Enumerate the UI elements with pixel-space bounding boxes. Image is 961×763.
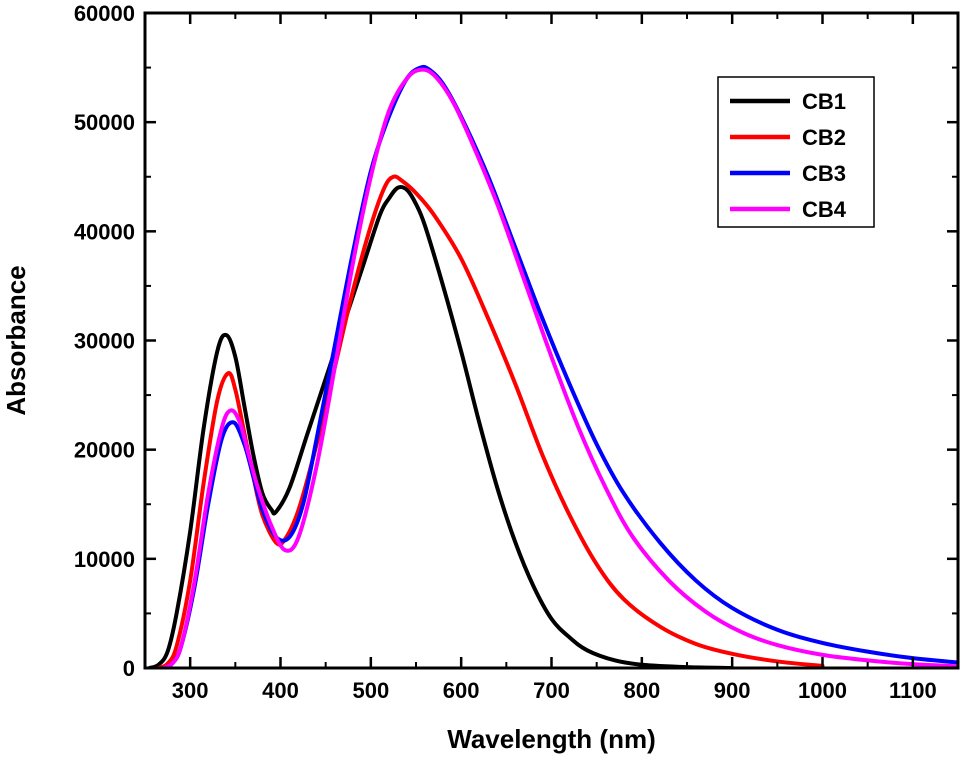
x-tick-label: 1100: [889, 678, 937, 703]
x-tick-label: 800: [623, 678, 660, 703]
series-line-cb1: [147, 184, 735, 668]
y-tick-label: 40000: [74, 219, 135, 244]
x-tick-label: 900: [714, 678, 751, 703]
y-axis-title: Absorbance: [1, 265, 31, 415]
x-tick-label: 1000: [798, 678, 847, 703]
legend-label-cb2: CB2: [802, 125, 846, 150]
legend-label-cb1: CB1: [802, 89, 846, 114]
y-tick-label: 50000: [74, 110, 135, 135]
y-tick-label: 60000: [74, 1, 135, 26]
y-tick-label: 10000: [74, 547, 135, 572]
legend-label-cb3: CB3: [802, 161, 846, 186]
y-tick-label: 20000: [74, 438, 135, 463]
series-line-cb4: [161, 67, 958, 668]
legend-label-cb4: CB4: [802, 197, 847, 222]
x-tick-label: 500: [352, 678, 389, 703]
x-tick-label: 300: [172, 678, 209, 703]
x-tick-label: 700: [533, 678, 570, 703]
y-tick-label: 30000: [74, 329, 135, 354]
y-axis-ticks: 0 10000 20000 30000 40000 50000 60000: [74, 1, 958, 681]
x-tick-label: 400: [262, 678, 299, 703]
x-tick-label: 600: [443, 678, 480, 703]
y-tick-label: 0: [123, 656, 135, 681]
plot-content: [147, 64, 958, 668]
x-axis-ticks: 300 400 500 600 700 800 900 1000 1100: [144, 13, 959, 703]
x-axis-title: Wavelength (nm): [447, 724, 655, 754]
legend: CB1 CB2 CB3 CB4: [717, 76, 875, 228]
series-line-cb2: [156, 174, 825, 668]
